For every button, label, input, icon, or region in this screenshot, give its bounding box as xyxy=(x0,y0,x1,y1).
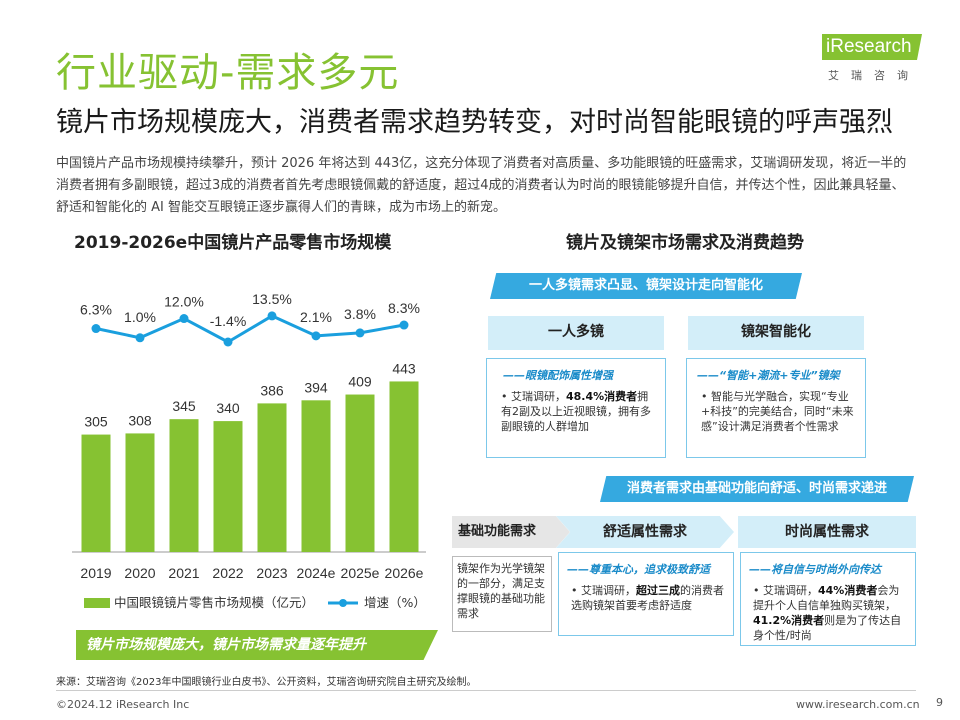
market-growth-banner: 镜片市场规模庞大，镜片市场需求量逐年提升 xyxy=(76,630,438,660)
growth-point xyxy=(311,331,321,341)
chart-title: 2019-2026e中国镜片产品零售市场规模 xyxy=(74,233,392,253)
right-panel-title: 镜片及镜架市场需求及消费趋势 xyxy=(566,233,804,253)
x-tick-label: 2023 xyxy=(256,565,287,581)
website-link[interactable]: www.iresearch.com.cn xyxy=(796,698,920,711)
bar xyxy=(81,434,111,552)
fashion-body: • 艾瑞调研，44%消费者会为提升个人自信单独购买镜架，41.2%消费者则是为了… xyxy=(753,584,902,642)
growth-value-label: 2.1% xyxy=(300,309,332,325)
legend-marker-line xyxy=(339,599,347,607)
growth-value-label: 6.3% xyxy=(80,302,112,318)
bar xyxy=(257,403,287,552)
bar-value-label: 386 xyxy=(260,382,284,398)
legend-label-line: 增速（%） xyxy=(364,595,426,610)
fashion-card: ——将自信与时尚外向传达 • 艾瑞调研，44%消费者会为提升个人自信单独购买镜架… xyxy=(740,552,916,646)
x-tick-label: 2025e xyxy=(341,565,380,581)
fashion-body-bold1: 44%消费者 xyxy=(818,584,878,597)
bar-value-label: 308 xyxy=(128,412,152,428)
growth-value-label: 1.0% xyxy=(124,309,156,325)
x-tick-label: 2020 xyxy=(124,565,155,581)
logo-text: iResearch xyxy=(826,36,912,57)
multi-glasses-body: • 艾瑞调研，48.4%消费者拥有2副及以上近视眼镜，拥有多副眼镜的人群增加 xyxy=(501,390,651,433)
bar-value-label: 394 xyxy=(304,379,328,395)
comfort-body-prefix: 艾瑞调研， xyxy=(581,584,636,597)
legend-label-bar: 中国眼镜镜片零售市场规模（亿元） xyxy=(114,595,314,610)
multi-glasses-subtitle: ——眼镜配饰属性增强 xyxy=(503,369,613,382)
comfort-body-suffix: 的消费者选购镜架首要考虑舒适度 xyxy=(571,584,724,612)
smart-frame-subtitle: ——“智能+潮流+专业”镜架 xyxy=(697,369,840,382)
page-subtitle: 镜片市场规模庞大，消费者需求趋势转变，对时尚智能眼镜的呼声强烈 xyxy=(56,107,893,138)
comfort-subtitle: ——尊重本心，追求极致舒适 xyxy=(567,563,710,576)
x-tick-label: 2026e xyxy=(385,565,424,581)
comfort-card: ——尊重本心，追求极致舒适 • 艾瑞调研，超过三成的消费者选购镜架首要考虑舒适度 xyxy=(558,552,734,636)
fashion-subtitle: ——将自信与时尚外向传达 xyxy=(749,563,881,576)
basic-function-header: 基础功能需求 xyxy=(452,516,570,548)
growth-value-label: 12.0% xyxy=(164,294,204,310)
trend-banner-mid: 消费者需求由基础功能向舒适、时尚需求递进 xyxy=(600,476,914,502)
bar-value-label: 409 xyxy=(348,374,372,390)
logo-box xyxy=(822,34,922,60)
bar-value-label: 443 xyxy=(392,360,416,376)
multi-body-prefix: 艾瑞调研， xyxy=(511,390,566,403)
growth-value-label: 13.5% xyxy=(252,291,292,307)
growth-point xyxy=(91,324,101,334)
fashion-body-bold2: 41.2%消费者 xyxy=(753,614,825,627)
legend-swatch-bar xyxy=(84,598,110,608)
iresearch-logo: iResearch 艾瑞咨询 xyxy=(822,34,922,84)
growth-value-label: 8.3% xyxy=(388,300,420,316)
smart-frame-header: 镜架智能化 xyxy=(688,316,864,350)
bar xyxy=(213,421,243,552)
growth-value-label: 3.8% xyxy=(344,306,376,322)
multi-glasses-card: ——眼镜配饰属性增强 • 艾瑞调研，48.4%消费者拥有2副及以上近视眼镜，拥有… xyxy=(486,358,666,458)
growth-point xyxy=(267,311,277,321)
growth-point xyxy=(355,328,365,338)
page-title: 行业驱动-需求多元 xyxy=(56,50,400,96)
growth-value-label: -1.4% xyxy=(210,313,247,329)
growth-point xyxy=(135,333,145,343)
x-tick-label: 2024e xyxy=(297,565,336,581)
bar xyxy=(125,433,155,552)
multi-body-bold: 48.4%消费者 xyxy=(566,390,638,403)
comfort-body: • 艾瑞调研，超过三成的消费者选购镜架首要考虑舒适度 xyxy=(571,584,724,612)
basic-function-body: 镜架作为光学镜架的一部分，满足支撑眼镜的基础功能需求 xyxy=(452,556,552,632)
fashion-body-prefix: 艾瑞调研， xyxy=(763,584,818,597)
bar xyxy=(301,400,331,552)
x-tick-label: 2019 xyxy=(80,565,111,581)
growth-point xyxy=(399,320,409,330)
footer-divider xyxy=(56,690,916,691)
bar xyxy=(169,419,199,552)
growth-line xyxy=(95,314,405,344)
multi-glasses-header: 一人多镜 xyxy=(488,316,664,350)
x-tick-label: 2022 xyxy=(212,565,243,581)
fashion-body-mid: 会为提升个人自信单独购买镜架， xyxy=(753,584,900,612)
trend-banner-top: 一人多镜需求凸显、镜架设计走向智能化 xyxy=(490,273,802,299)
comfort-header: 舒适属性需求 xyxy=(556,516,734,548)
bar-value-label: 305 xyxy=(84,414,108,430)
x-tick-label: 2021 xyxy=(168,565,199,581)
fashion-body-suffix: 则是为了传达自身个性/时尚 xyxy=(753,614,902,642)
smart-body-text: 智能与光学融合，实现“专业+科技”的完美结合，同时“未来感”设计满足消费者个性需… xyxy=(701,390,854,433)
page-number: 9 xyxy=(936,696,943,709)
growth-point xyxy=(179,314,189,324)
source-note: 来源：艾瑞咨询《2023年中国眼镜行业白皮书》、公开资料，艾瑞咨询研究院自主研究… xyxy=(56,677,477,688)
bar-value-label: 340 xyxy=(216,400,240,416)
bar xyxy=(345,394,375,552)
market-size-chart: 305 2019 308 2020 345 2021 340 2022 386 2023 394 20… xyxy=(72,291,426,610)
comfort-body-bold: 超过三成 xyxy=(636,584,680,597)
growth-point xyxy=(223,337,233,347)
copyright: ©2024.12 iResearch Inc xyxy=(56,698,190,711)
logo-subtext: 艾瑞咨询 xyxy=(828,69,920,82)
smart-frame-card: ——“智能+潮流+专业”镜架 • 智能与光学融合，实现“专业+科技”的完美结合，… xyxy=(686,358,866,458)
intro-paragraph: 中国镜片产品市场规模持续攀升，预计 2026 年将达到 443亿，这充分体现了消… xyxy=(56,156,907,215)
multi-body-suffix: 拥有2副及以上近视眼镜，拥有多副眼镜的人群增加 xyxy=(501,390,651,433)
bar-value-label: 345 xyxy=(172,398,196,414)
smart-frame-body: • 智能与光学融合，实现“专业+科技”的完美结合，同时“未来感”设计满足消费者个… xyxy=(701,390,854,433)
fashion-header: 时尚属性需求 xyxy=(738,516,916,548)
bar xyxy=(389,381,419,552)
